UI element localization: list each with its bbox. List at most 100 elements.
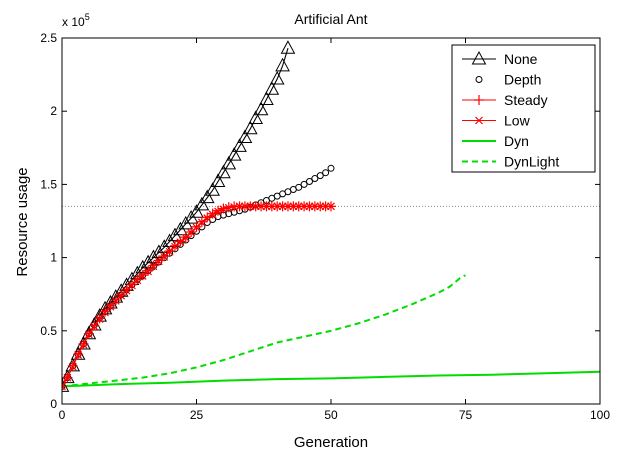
data-point (196, 216, 207, 227)
x-tick-label: 75 (459, 408, 473, 422)
data-point (121, 284, 132, 295)
x-tick-label: 50 (324, 408, 338, 422)
data-point (116, 289, 127, 300)
data-point (269, 70, 285, 85)
chart-title: Artificial Ant (294, 11, 367, 27)
data-point (191, 221, 202, 232)
legend-label: Depth (504, 72, 541, 88)
x-axis-label: Generation (294, 434, 368, 451)
data-point (327, 164, 335, 172)
data-point (280, 40, 296, 54)
series-line (62, 205, 331, 387)
data-point (223, 202, 234, 213)
data-point (253, 101, 269, 116)
data-point (62, 372, 73, 383)
data-point (207, 208, 218, 219)
legend-label: None (504, 51, 538, 67)
data-point (237, 129, 253, 144)
data-point (164, 246, 175, 257)
legend-item-dynlight: DynLight (462, 154, 559, 170)
y-tick-label: 0 (50, 397, 57, 411)
data-point (210, 173, 226, 187)
data-point (175, 236, 186, 247)
axes-frame (61, 37, 601, 405)
data-point (73, 349, 84, 360)
legend-swatch-marker (475, 116, 483, 125)
data-point (148, 260, 159, 271)
series-line (62, 205, 331, 387)
legend-label: DynLight (504, 154, 559, 170)
legend-item-low: Low (462, 113, 531, 129)
legend-label: Dyn (504, 133, 529, 149)
legend-label: Low (504, 113, 531, 129)
legend-label: Steady (504, 92, 548, 108)
legend-item-steady: Steady (462, 92, 548, 108)
y-tick-label: 2.5 (40, 31, 57, 45)
series-line (62, 274, 466, 388)
data-point (221, 155, 237, 170)
data-point (169, 240, 180, 251)
data-point (189, 204, 204, 218)
data-point (326, 201, 336, 212)
data-point (67, 360, 78, 371)
data-point (180, 232, 191, 243)
series-none (62, 40, 296, 392)
data-point (83, 328, 94, 339)
data-point (213, 205, 224, 216)
data-point (232, 138, 247, 152)
data-point (186, 226, 197, 237)
y-tick-label: 0.5 (40, 324, 57, 338)
data-point (62, 378, 70, 392)
plot-area: 0 25 50 75 100 0 0.5 1 1.5 2 2.5 None Depth Steady Low… (40, 31, 610, 422)
data-point (62, 381, 67, 392)
series-group (62, 40, 600, 392)
y-tick-label: 2 (50, 104, 57, 118)
data-point (78, 338, 89, 349)
data-point (275, 57, 290, 72)
data-point (105, 300, 116, 311)
data-point (153, 255, 164, 266)
legend-item-depth: Depth (475, 72, 541, 88)
series-dynlight (62, 274, 466, 388)
data-point (305, 177, 313, 185)
y-tick-label: 1 (50, 251, 57, 265)
data-point (242, 120, 258, 135)
data-point (205, 182, 220, 196)
data-point (248, 110, 264, 125)
data-point (89, 320, 100, 331)
series-steady (62, 201, 336, 392)
y-tick-label: 1.5 (40, 177, 57, 191)
data-point (132, 274, 143, 285)
data-point (143, 265, 154, 276)
data-point (216, 164, 231, 179)
x-tick-label: 100 (590, 408, 610, 422)
data-point (300, 180, 308, 188)
data-point (226, 147, 242, 161)
data-point (94, 313, 105, 324)
data-point (62, 382, 66, 391)
data-point (199, 189, 215, 204)
x-tick-label: 0 (59, 408, 66, 422)
data-point (264, 81, 280, 95)
y-multiplier-label: x 105 (62, 12, 90, 29)
data-point (259, 91, 274, 105)
series-line (62, 48, 289, 387)
y-axis-label: Resource usage (14, 167, 31, 276)
legend-item-dyn: Dyn (462, 133, 529, 149)
legend-swatch-marker (474, 95, 484, 105)
data-point (202, 212, 213, 223)
legend-swatch-marker (475, 76, 483, 83)
data-point (194, 196, 210, 211)
data-point (137, 270, 148, 281)
data-point (110, 295, 121, 306)
series-depth (62, 164, 335, 390)
data-point (316, 172, 324, 180)
x-tick-label: 25 (190, 408, 204, 422)
data-point (100, 306, 111, 317)
data-point (295, 183, 303, 191)
series-dyn (62, 370, 600, 388)
data-point (311, 175, 319, 183)
series-line (62, 370, 600, 388)
legend: None Depth Steady Low Dyn DynLight (451, 44, 596, 173)
